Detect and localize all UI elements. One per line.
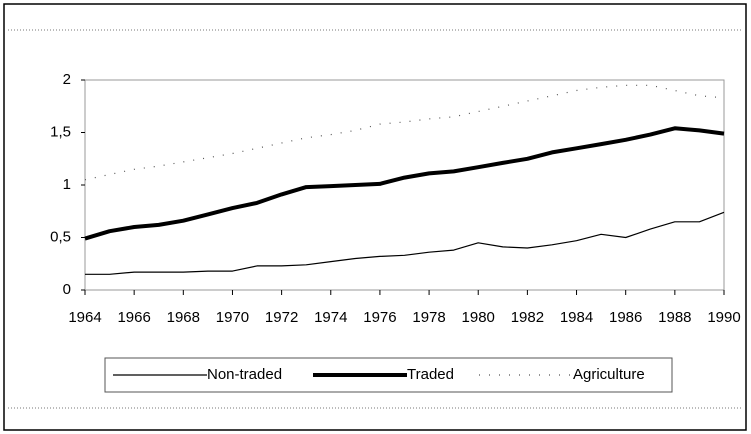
legend-label: Traded [407, 366, 454, 383]
y-tick-label: 0,5 [50, 228, 71, 245]
y-tick-label: 1,5 [50, 123, 71, 140]
x-tick-label: 1970 [216, 309, 249, 326]
x-tick-label: 1988 [658, 309, 691, 326]
series-line [84, 126, 725, 241]
x-tick-label: 1968 [167, 309, 200, 326]
series-line [85, 211, 725, 275]
plot-area [84, 79, 725, 291]
y-tick-label: 0 [63, 281, 71, 298]
legend-label: Non-traded [207, 366, 282, 383]
x-tick-label: 1980 [462, 309, 495, 326]
x-tick-label: 1984 [560, 309, 593, 326]
x-tick-label: 1974 [314, 309, 347, 326]
x-tick-label: 1976 [363, 309, 396, 326]
legend-label: Agriculture [573, 366, 645, 383]
x-tick-label: 1964 [68, 309, 101, 326]
x-tick-label: 1986 [609, 309, 642, 326]
x-tick-label: 1978 [412, 309, 445, 326]
y-tick-label: 1 [63, 176, 71, 193]
y-tick-label: 2 [63, 71, 71, 88]
x-tick-label: 1982 [511, 309, 544, 326]
x-tick-label: 1966 [117, 309, 150, 326]
x-tick-label: 1990 [707, 309, 740, 326]
x-tick-label: 1972 [265, 309, 298, 326]
